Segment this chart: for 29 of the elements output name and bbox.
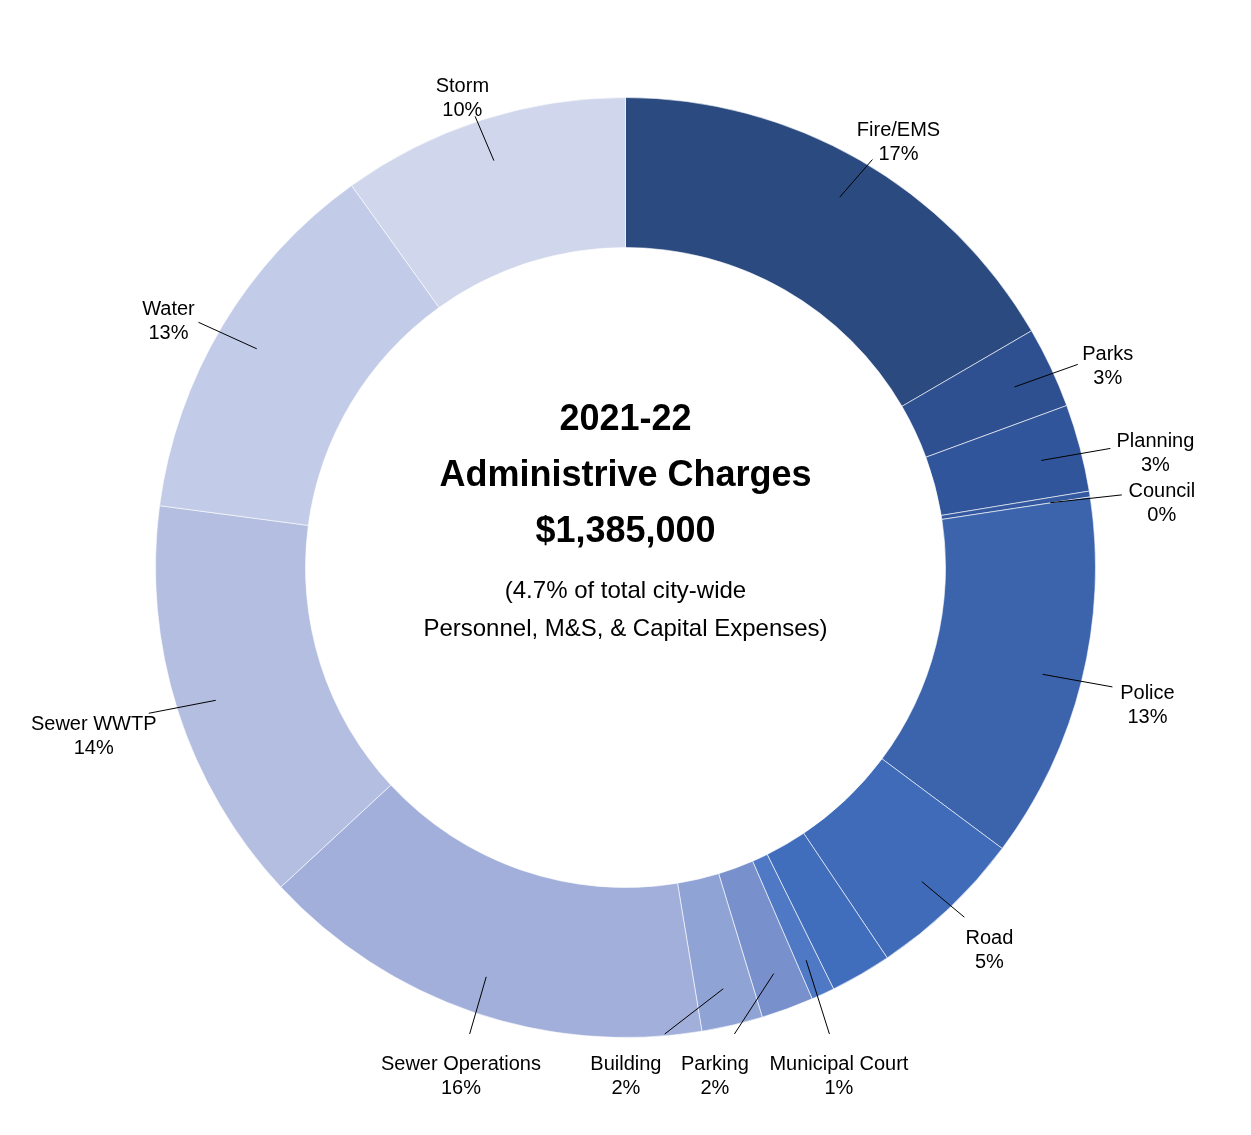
slice-label: Sewer Operations	[380, 1052, 541, 1074]
slice-label: Parking	[681, 1052, 749, 1074]
data-label: 1%	[824, 1076, 854, 1098]
text: (4.7% of total city-wide Personnel, M&S, & Capital Expenses)	[423, 576, 828, 641]
data-label: 2%	[611, 1076, 641, 1098]
data-label: 0%	[1147, 502, 1177, 525]
slice-label: Road	[965, 926, 1014, 949]
data-label: 13%	[1127, 705, 1168, 728]
data-label: 10%	[442, 98, 483, 121]
text: $1,385,000	[535, 509, 716, 550]
slice-label: Sewer WWTP	[30, 711, 157, 734]
data-label: 14%	[73, 735, 114, 758]
slice-label: Planning	[1116, 428, 1195, 451]
data-label: 17%	[878, 141, 919, 164]
slice-label: Fire/EMS	[856, 117, 941, 140]
slice-label: Building	[590, 1052, 662, 1074]
slice-label: Police	[1120, 681, 1175, 704]
data-label: 3%	[1140, 452, 1171, 475]
slice-label: Municipal Court	[769, 1052, 909, 1074]
slice-label: Storm	[435, 74, 490, 97]
slice-label: Water	[142, 296, 196, 319]
slice-label: Parks	[1082, 341, 1134, 364]
data-label: 5%	[974, 950, 1005, 973]
data-label: 13%	[148, 320, 189, 343]
text: 2021-22 Administrive Charges	[439, 397, 812, 494]
data-label: 3%	[1093, 365, 1123, 388]
data-label: 16%	[440, 1076, 482, 1098]
slice-label: Council	[1128, 478, 1196, 501]
data-label: 2%	[700, 1076, 730, 1098]
